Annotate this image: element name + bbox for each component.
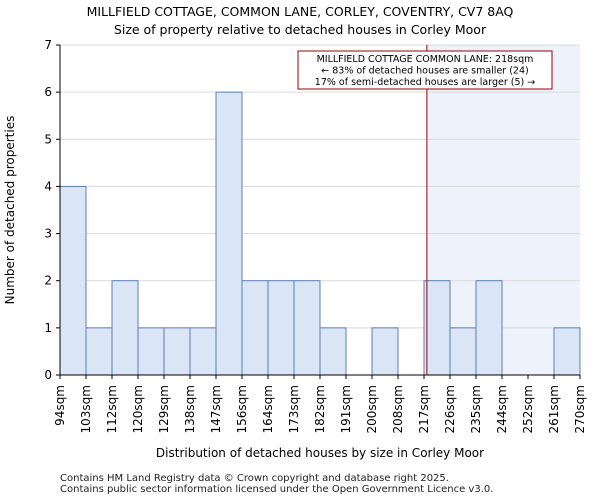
bar	[189, 327, 217, 376]
bar	[553, 327, 581, 376]
y-tick-label: 1	[44, 321, 52, 335]
annotation-line: ← 83% of detached houses are smaller (24…	[321, 66, 528, 77]
x-tick-label: 173sqm	[287, 385, 301, 433]
footer-line-2: Contains public sector information licen…	[60, 484, 494, 495]
annotation-line: MILLFIELD COTTAGE COMMON LANE: 218sqm	[317, 54, 534, 65]
x-tick-label: 129sqm	[157, 385, 171, 433]
y-tick-label: 2	[44, 274, 52, 288]
bar	[111, 280, 139, 376]
x-axis-label: Distribution of detached houses by size …	[156, 446, 484, 460]
bar	[449, 327, 477, 376]
histogram-chart: 0 1 2 3 4 5 6 7 94sqm 103sqm 112sqm 120sqm 129sqm 138…	[3, 38, 587, 460]
chart-title: MILLFIELD COTTAGE, COMMON LANE, CORLEY, …	[86, 4, 514, 19]
x-tick-label: 235sqm	[469, 385, 483, 433]
y-tick-label: 7	[44, 38, 52, 52]
y-tick-label: 6	[44, 85, 52, 99]
footer-line-1: Contains HM Land Registry data © Crown c…	[60, 473, 449, 484]
x-tick-label: 252sqm	[521, 385, 535, 433]
bar	[85, 327, 113, 376]
bar	[371, 327, 399, 376]
x-tick-label: 94sqm	[53, 385, 67, 426]
bar	[319, 327, 347, 376]
bar	[475, 280, 503, 376]
bar	[241, 280, 269, 376]
bar	[293, 280, 321, 376]
x-tick-label: 156sqm	[235, 385, 249, 433]
bar	[163, 327, 191, 376]
x-tick-label: 244sqm	[495, 385, 509, 433]
bar	[267, 280, 295, 376]
bar	[215, 91, 243, 376]
x-tick-label: 191sqm	[339, 385, 353, 433]
x-tick-label: 226sqm	[443, 385, 457, 433]
y-tick-label: 3	[44, 227, 52, 241]
y-tick-label: 5	[44, 132, 52, 146]
x-tick-label: 138sqm	[183, 385, 197, 433]
x-tick-label: 217sqm	[417, 385, 431, 433]
x-tick-label: 120sqm	[131, 385, 145, 433]
x-tick-label: 182sqm	[313, 385, 327, 433]
chart-subtitle: Size of property relative to detached ho…	[113, 22, 487, 37]
annotation-box	[297, 50, 553, 90]
y-tick-label: 4	[44, 179, 52, 193]
bar	[423, 280, 451, 376]
x-tick-label: 103sqm	[79, 385, 93, 433]
x-tick-label: 164sqm	[261, 385, 275, 433]
x-tick-label: 112sqm	[105, 385, 119, 433]
bar	[59, 185, 87, 376]
x-tick-label: 208sqm	[391, 385, 405, 433]
bar	[137, 327, 165, 376]
x-tick-label: 270sqm	[573, 385, 587, 433]
annotation-line: 17% of semi-detached houses are larger (…	[315, 77, 535, 88]
y-axis-label: Number of detached properties	[3, 116, 17, 305]
y-tick-label: 0	[44, 368, 52, 382]
x-tick-label: 261sqm	[547, 385, 561, 433]
x-tick-label: 200sqm	[365, 385, 379, 433]
x-tick-label: 147sqm	[209, 385, 223, 433]
highlight-region	[426, 45, 580, 375]
